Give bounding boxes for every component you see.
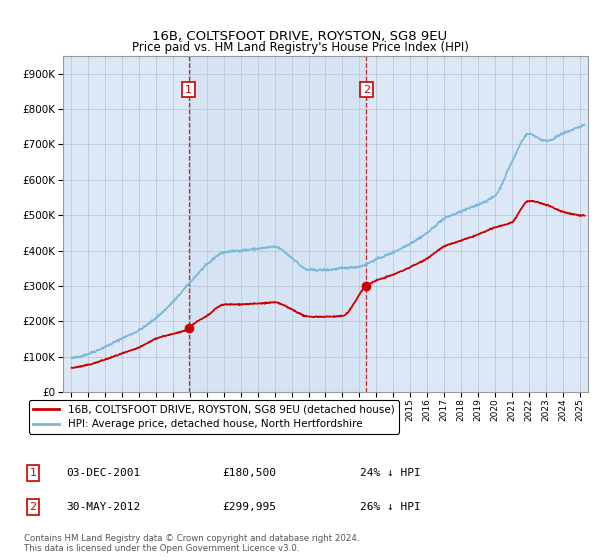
Text: 03-DEC-2001: 03-DEC-2001 [66,468,140,478]
Text: 24% ↓ HPI: 24% ↓ HPI [360,468,421,478]
Text: £299,995: £299,995 [222,502,276,512]
Text: 2: 2 [29,502,37,512]
Text: 1: 1 [29,468,37,478]
Text: 16B, COLTSFOOT DRIVE, ROYSTON, SG8 9EU: 16B, COLTSFOOT DRIVE, ROYSTON, SG8 9EU [152,30,448,43]
Text: £180,500: £180,500 [222,468,276,478]
Text: 2: 2 [363,85,370,95]
Text: Price paid vs. HM Land Registry's House Price Index (HPI): Price paid vs. HM Land Registry's House … [131,41,469,54]
Legend: 16B, COLTSFOOT DRIVE, ROYSTON, SG8 9EU (detached house), HPI: Average price, det: 16B, COLTSFOOT DRIVE, ROYSTON, SG8 9EU (… [29,400,398,433]
Text: 30-MAY-2012: 30-MAY-2012 [66,502,140,512]
Bar [188,56,367,392]
Text: 1: 1 [185,85,192,95]
Text: 26% ↓ HPI: 26% ↓ HPI [360,502,421,512]
Text: Contains HM Land Registry data © Crown copyright and database right 2024.
This d: Contains HM Land Registry data © Crown c… [24,534,359,553]
